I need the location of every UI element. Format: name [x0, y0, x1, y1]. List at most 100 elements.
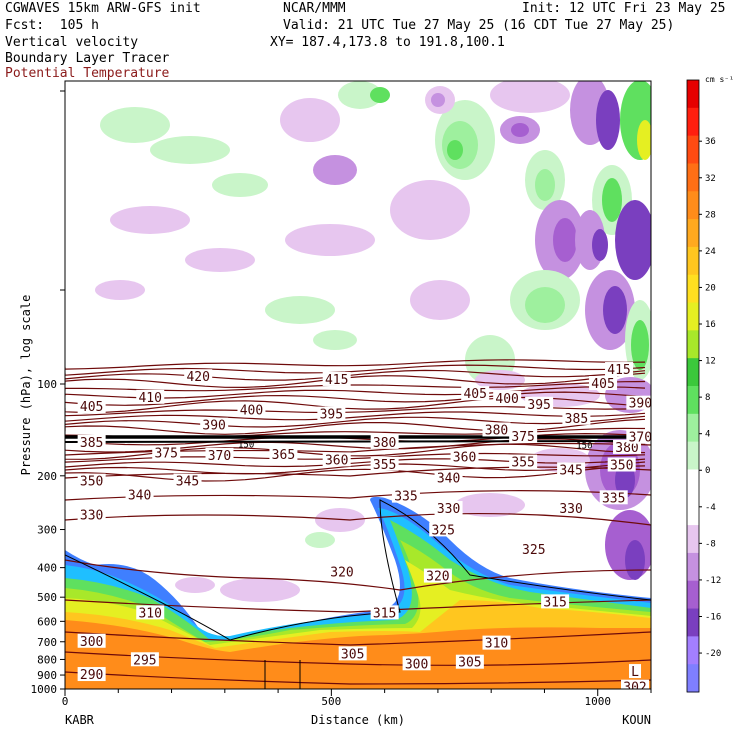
theta-contour-label: 370: [208, 449, 231, 464]
colorbar-swatch: [687, 302, 699, 331]
y-tick-label: 600: [37, 615, 57, 628]
x-tick-label: 0: [62, 695, 69, 708]
y-tick-label: 200: [37, 470, 57, 483]
theta-contour-label: 315: [373, 606, 396, 621]
colorbar-label: -16: [705, 612, 721, 622]
theta-label-bg: [450, 449, 479, 464]
colorbar-swatch: [687, 246, 699, 276]
colorbar-swatch: [687, 163, 699, 192]
theta-label-bg: [130, 652, 159, 667]
theta-label-bg: [338, 646, 367, 661]
theta-contour-label: 405: [80, 400, 103, 415]
theta-label-bg: [370, 434, 399, 449]
field-vertical-velocity: Vertical velocity: [5, 35, 139, 50]
theta-label-bg: [605, 362, 634, 377]
colorbar: 36 32 28 24 20 16 12 8 4 0 -4 -8 -12 -16 -20 cm s⁻¹: [686, 75, 734, 693]
theta-label-bg: [509, 428, 538, 443]
y-tick-label: 300: [37, 524, 57, 537]
theta-contour-label: 420: [186, 370, 209, 385]
colorbar-label: 0: [705, 466, 710, 476]
colorbar-swatch: [687, 191, 699, 220]
boundary-layer-tracer-contours: [65, 435, 651, 689]
colorbar-label: 12: [705, 357, 716, 367]
theta-contour-label: 330: [559, 502, 582, 517]
theta-contour-label: 340: [437, 471, 460, 486]
theta-contour-label: 365: [272, 448, 295, 463]
theta-label-bg: [482, 635, 511, 650]
y-tick-label: 900: [37, 669, 57, 682]
colorbar-label: 36: [705, 137, 716, 147]
theta-contour-label: 375: [154, 447, 177, 462]
theta-contour-label: 390: [202, 419, 225, 434]
theta-contour-label: 320: [330, 566, 353, 581]
cross-section-endpoints: XY= 187.4,173.8 to 191.8,100.1: [270, 35, 505, 50]
colorbar-swatch: [687, 608, 699, 637]
left-endpoint-label: KABR: [65, 713, 95, 727]
theta-label-bg: [322, 452, 351, 467]
y-tick-label: 500: [37, 591, 57, 604]
theta-label-bg: [370, 605, 399, 620]
theta-contour-label: 320: [426, 570, 449, 585]
theta-contour-label: 380: [373, 436, 396, 451]
colorbar-swatch: [687, 386, 699, 415]
forecast-hour: Fcst: 105 h: [5, 18, 99, 33]
theta-label-bg: [621, 679, 650, 689]
theta-label-bg: [525, 396, 554, 411]
theta-contour-label: 350: [80, 475, 103, 490]
theta-label-bg: [562, 410, 591, 425]
y-tick-label: 800: [37, 653, 57, 666]
theta-contour-label: 300: [405, 657, 428, 672]
theta-contour-label: 405: [591, 377, 614, 392]
y-tick-label: 700: [37, 636, 57, 649]
theta-contour-label: 385: [80, 436, 103, 451]
theta-contour-label: 360: [453, 450, 476, 465]
colorbar-swatch: [687, 636, 699, 665]
theta-label-bg: [125, 487, 154, 502]
theta-label-bg: [152, 445, 181, 460]
theta-contour-label: 325: [431, 523, 454, 538]
theta-label-bg: [434, 501, 463, 516]
theta-contour-label: 395: [527, 398, 550, 413]
theta-label-bg: [77, 667, 106, 682]
model-title: CGWAVES 15km ARW-GFS init: [5, 1, 201, 16]
colorbar-swatch: [687, 219, 699, 248]
theta-contour-label: 350: [610, 458, 633, 473]
theta-label-bg: [205, 447, 234, 462]
theta-contour-label: 340: [128, 488, 151, 503]
theta-label-bg: [269, 447, 298, 462]
theta-contour-label: 415: [325, 373, 348, 388]
distance-axis: 0 500 1000: [62, 689, 652, 708]
theta-contour-label: 415: [607, 363, 630, 378]
theta-label-bg: [173, 473, 202, 488]
theta-label-bg: [77, 633, 106, 648]
colorbar-label: -12: [705, 576, 721, 586]
colorbar-label: 28: [705, 210, 716, 220]
colorbar-swatch: [687, 274, 699, 304]
theta-label-bg: [184, 369, 213, 384]
colorbar-swatch: [687, 107, 699, 137]
theta-label-bg: [557, 501, 586, 516]
theta-label-bg: [599, 490, 628, 505]
theta-contour-label: 330: [80, 509, 103, 524]
theta-contour-label: 405: [463, 387, 486, 402]
theta-label-bg: [77, 507, 106, 522]
theta-contour-label: 302: [623, 681, 646, 696]
colorbar-swatch: [687, 441, 699, 470]
theta-label-bg: [589, 376, 618, 390]
colorbar-label: -8: [705, 539, 716, 549]
colorbar-label: 8: [705, 393, 710, 403]
x-tick-label: 500: [321, 695, 341, 708]
colorbar-swatch: [687, 330, 699, 359]
theta-label-bg: [607, 457, 636, 472]
theta-label-bg: [429, 522, 458, 537]
theta-contour-label: 345: [559, 463, 582, 478]
y-tick-label: 400: [37, 562, 57, 575]
theta-contour-label: 370: [629, 431, 652, 446]
theta-label-bg: [402, 656, 431, 671]
colorbar-swatch: [687, 469, 699, 498]
theta-contour-label: 380: [615, 441, 638, 456]
theta-contour-label: 330: [437, 502, 460, 517]
theta-label-bg: [322, 371, 351, 386]
theta-contour-label: 400: [495, 392, 518, 407]
